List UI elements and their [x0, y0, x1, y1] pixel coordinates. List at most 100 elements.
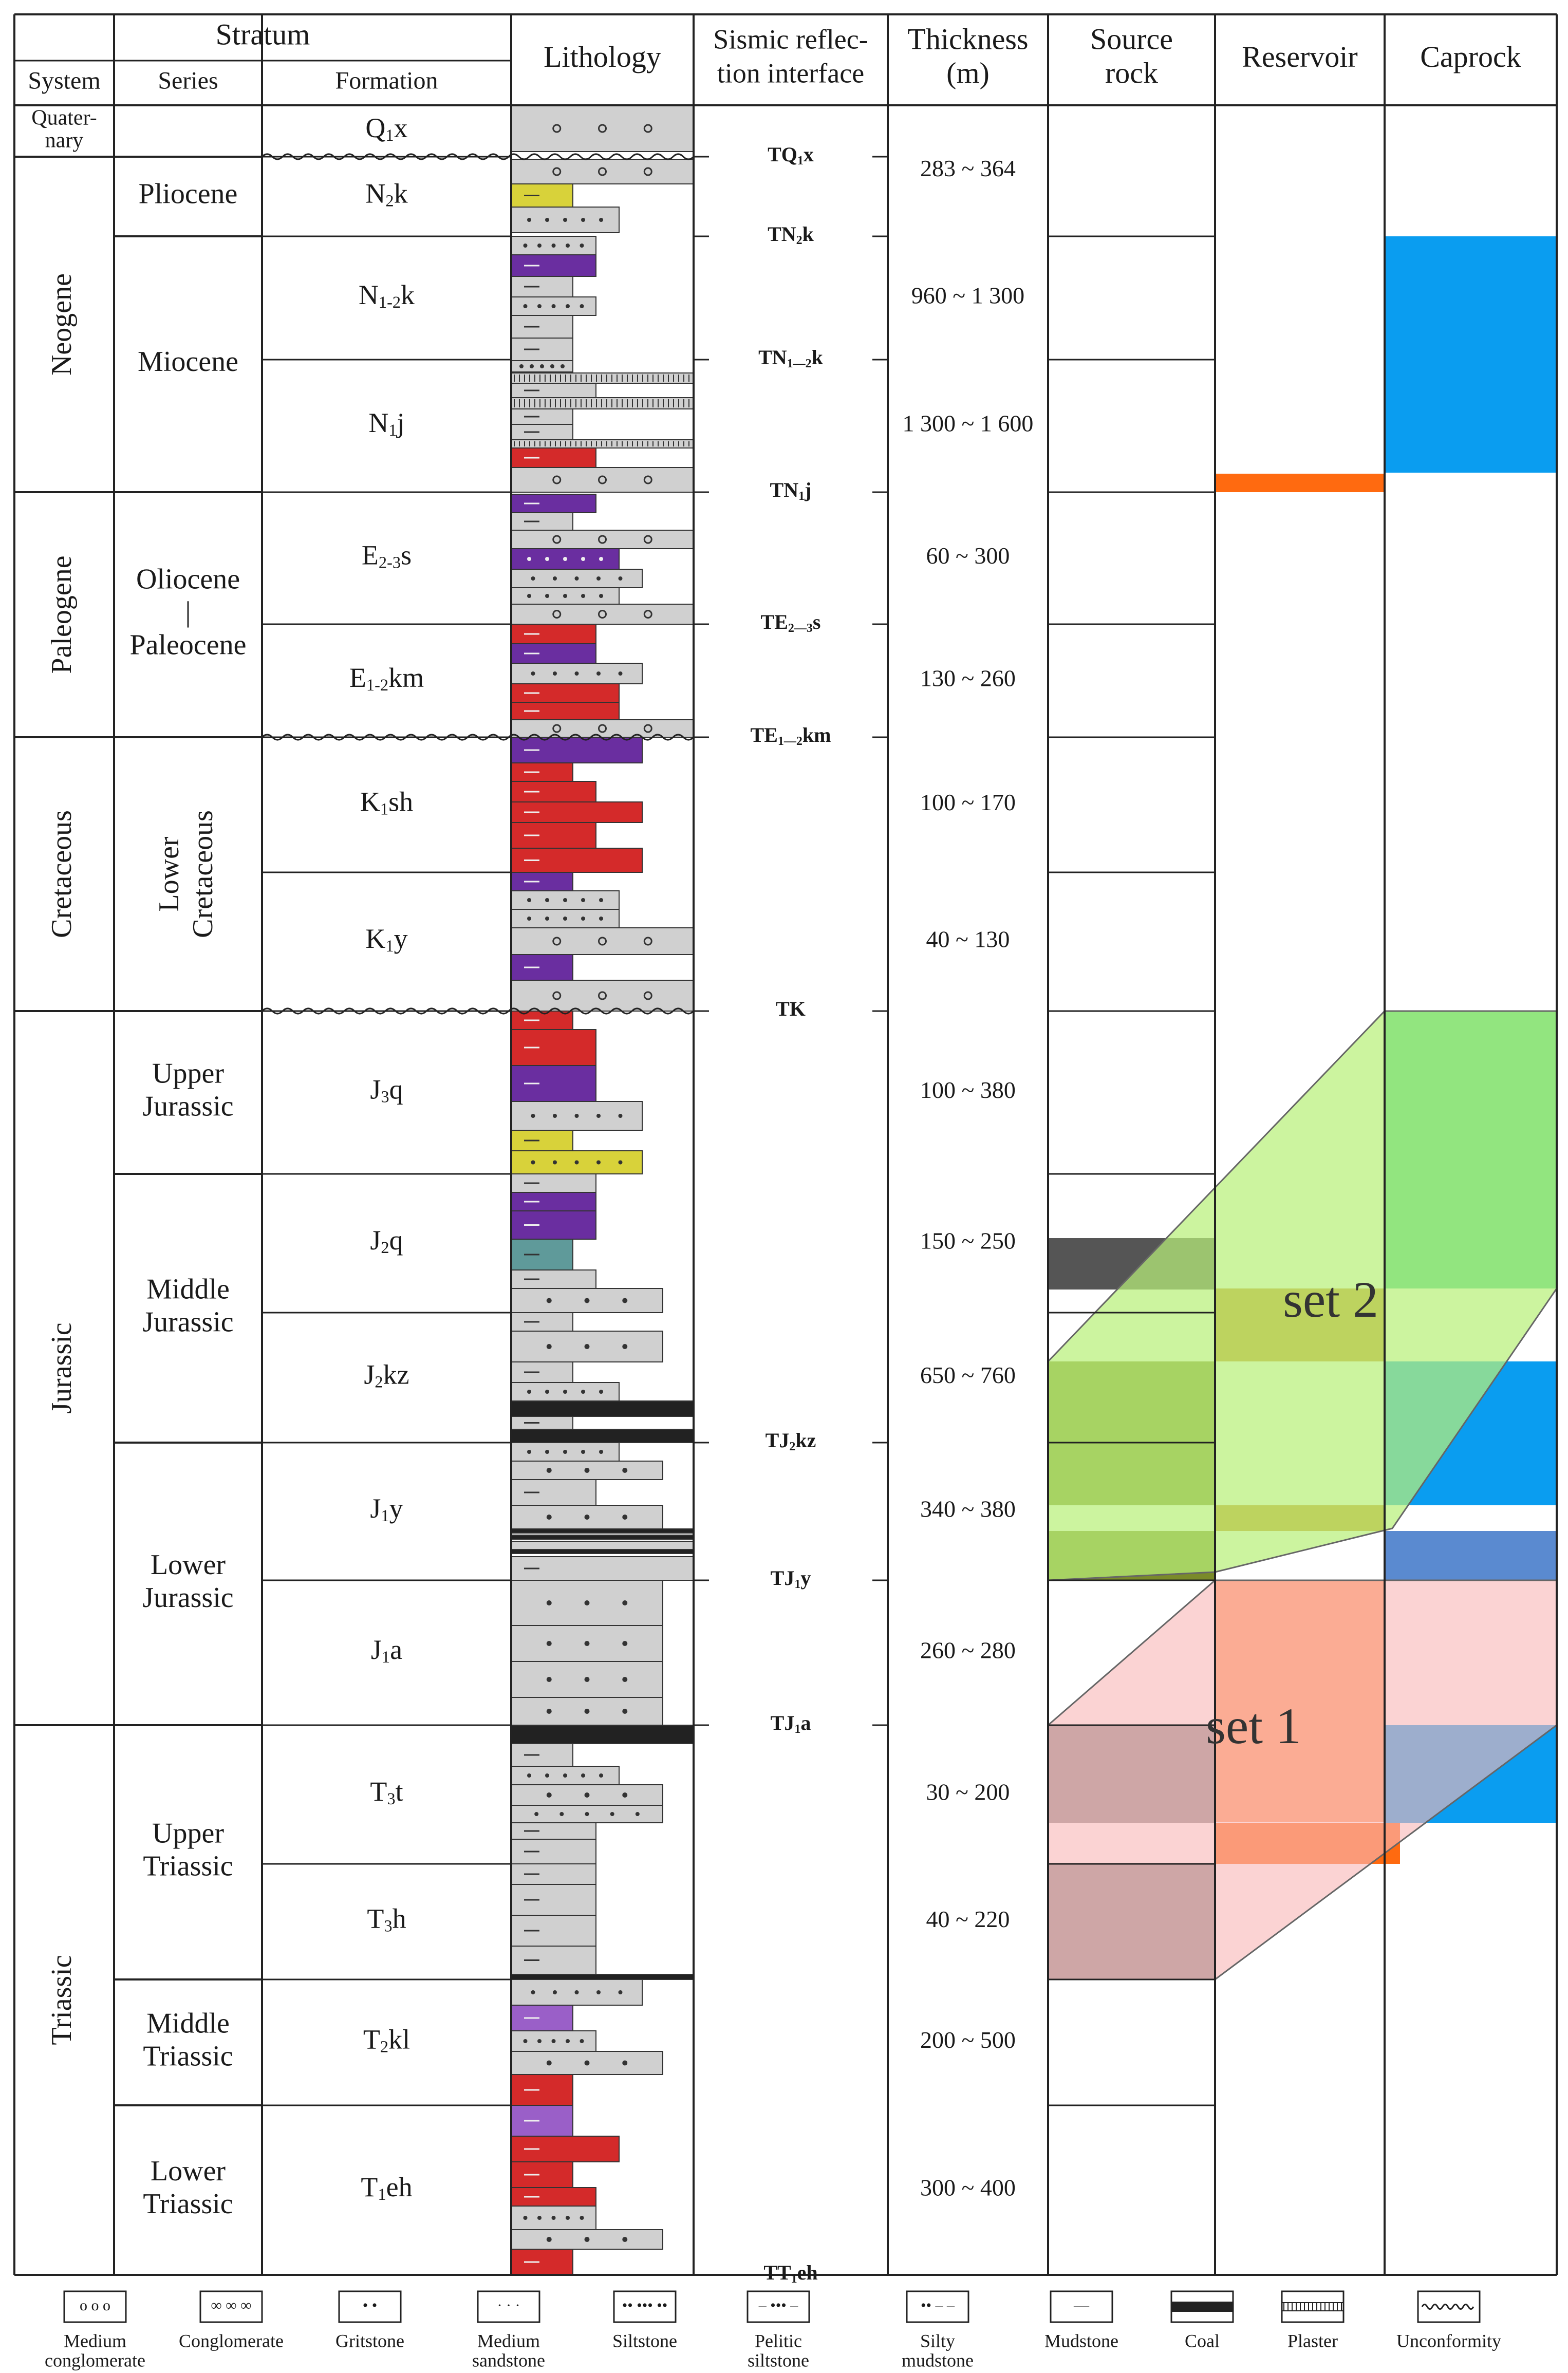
lithology-layer	[511, 719, 694, 738]
series-label-middle-jurassic: Middle	[146, 1273, 230, 1305]
series-label-oliocene-paleocene: |	[185, 596, 191, 628]
thickness-value: 260 ~ 280	[920, 1637, 1016, 1664]
lithology-layer	[511, 1429, 694, 1443]
colored-zones	[1047, 236, 1558, 1980]
lithology-layer	[511, 408, 573, 425]
lithology-layer	[511, 315, 573, 339]
lithology-column	[511, 105, 694, 2275]
series-label-middle-jurassic: Jurassic	[142, 1306, 233, 1338]
unconformity-line	[261, 153, 695, 160]
legend-label: Siltstone	[612, 2330, 677, 2351]
lithology-layer	[511, 2105, 573, 2137]
formation-label: K1y	[365, 923, 407, 956]
thickness-value: 283 ~ 364	[920, 155, 1016, 181]
system-label-cretaceous: Cretaceous	[46, 810, 78, 938]
lithology-layer	[511, 1839, 596, 1864]
lithology-layer	[511, 848, 643, 873]
seismic-interface-label: TN2k	[768, 222, 814, 247]
lithology-layer	[511, 1805, 663, 1823]
thickness-value: 960 ~ 1 300	[911, 283, 1024, 309]
legend-item-unconformity: Unconformity	[1396, 2290, 1501, 2351]
seismic-interface-label: TN1j	[770, 478, 812, 502]
caprock-block-jurassic-low	[1385, 1531, 1557, 1580]
formation-label: J1y	[370, 1493, 403, 1525]
lithology-layer	[511, 159, 694, 184]
lithology-layer	[511, 587, 620, 605]
lithology-layer	[511, 2136, 620, 2162]
set2-label: set 2	[1283, 1271, 1378, 1328]
series-label-lower-jurassic: Lower	[151, 1549, 226, 1581]
pelitic-siltstone-icon	[746, 2290, 810, 2323]
lithology-layer	[511, 254, 596, 277]
thickness-value: 130 ~ 260	[920, 665, 1016, 692]
lithology-layer	[511, 1743, 573, 1767]
lithology-layer	[511, 1946, 596, 1975]
formation-label: E2-3s	[362, 540, 412, 572]
legend-label: Medium	[64, 2330, 126, 2351]
lithology-layer	[511, 954, 573, 981]
thickness-value: 200 ~ 500	[920, 2027, 1016, 2053]
lithology-layer	[511, 397, 694, 409]
lithology-layer	[511, 1288, 663, 1313]
set1-zone	[1047, 1579, 1558, 1980]
header-caprock: Caprock	[1420, 40, 1521, 73]
lithology-layer	[511, 383, 596, 398]
lithology-layer	[511, 296, 596, 316]
lithology-layer	[511, 276, 573, 297]
legend-item-plaster: Plaster	[1281, 2290, 1345, 2351]
lithology-layer	[511, 1784, 663, 1806]
series-label-upper-triassic: Upper	[152, 1817, 224, 1849]
lithology-layer	[511, 1979, 643, 2006]
legend-symbol: • •	[363, 2297, 378, 2314]
lithology-layer	[511, 624, 596, 644]
lithology-layer	[511, 2074, 573, 2106]
formation-label: N1j	[368, 407, 404, 440]
legend-item-gritstone: • • Gritstone	[335, 2290, 404, 2351]
legend-symbol: —	[1073, 2297, 1090, 2314]
lithology-layer	[511, 1312, 573, 1332]
thickness-value: 40 ~ 220	[926, 1906, 1010, 1932]
legend-label: Medium	[477, 2330, 540, 2351]
lithology-layer	[511, 1130, 573, 1151]
lithology-layer	[511, 236, 596, 255]
lithology-layer	[511, 1331, 663, 1362]
legend-label: Conglomerate	[179, 2330, 284, 2351]
lithology-layer	[511, 548, 620, 570]
lithology-layer	[511, 1884, 596, 1916]
legend-symbol: · · ·	[497, 2297, 520, 2314]
table-grid	[13, 13, 1558, 2276]
legend-label: mudstone	[902, 2350, 974, 2370]
formation-label: T1eh	[361, 2172, 412, 2204]
lithology-layer	[511, 1461, 663, 1480]
series-label-lower-triassic: Triassic	[143, 2188, 233, 2220]
formation-label: T3t	[370, 1776, 403, 1808]
series-label-oliocene-paleocene: Paleocene	[130, 629, 247, 661]
formation-label: J1a	[371, 1634, 402, 1667]
series-label-lower-cretaceous-2: Cretaceous	[187, 810, 219, 938]
lithology-layer	[511, 737, 643, 763]
legend-label: Coal	[1185, 2330, 1220, 2351]
lithology-layer	[511, 569, 643, 588]
legend-symbol: •• ••• ••	[622, 2297, 668, 2314]
lithology-layer	[511, 1766, 620, 1785]
lithology-layer	[511, 1541, 694, 1550]
legend-label: sandstone	[472, 2350, 545, 2370]
series-label-miocene: Miocene	[138, 346, 238, 378]
seismic-interface-label: TE1—2km	[751, 723, 831, 748]
lithology-layer	[511, 1535, 694, 1540]
series-label-upper-triassic: Triassic	[143, 1850, 233, 1882]
header-reservoir: Reservoir	[1242, 40, 1358, 73]
series-label-middle-triassic: Middle	[146, 2007, 230, 2039]
series-label-middle-triassic: Triassic	[143, 2040, 233, 2072]
legend-item-mudstone: — Mudstone	[1044, 2290, 1118, 2351]
seismic-interface-label: TQ1x	[768, 143, 814, 167]
lithology-layer	[511, 1239, 573, 1270]
header-thickness-2: (m)	[946, 56, 990, 89]
lithology-layer	[511, 372, 694, 384]
legend-label: Mudstone	[1044, 2330, 1118, 2351]
header-formation: Formation	[335, 67, 438, 95]
lithology-layer	[511, 643, 596, 664]
